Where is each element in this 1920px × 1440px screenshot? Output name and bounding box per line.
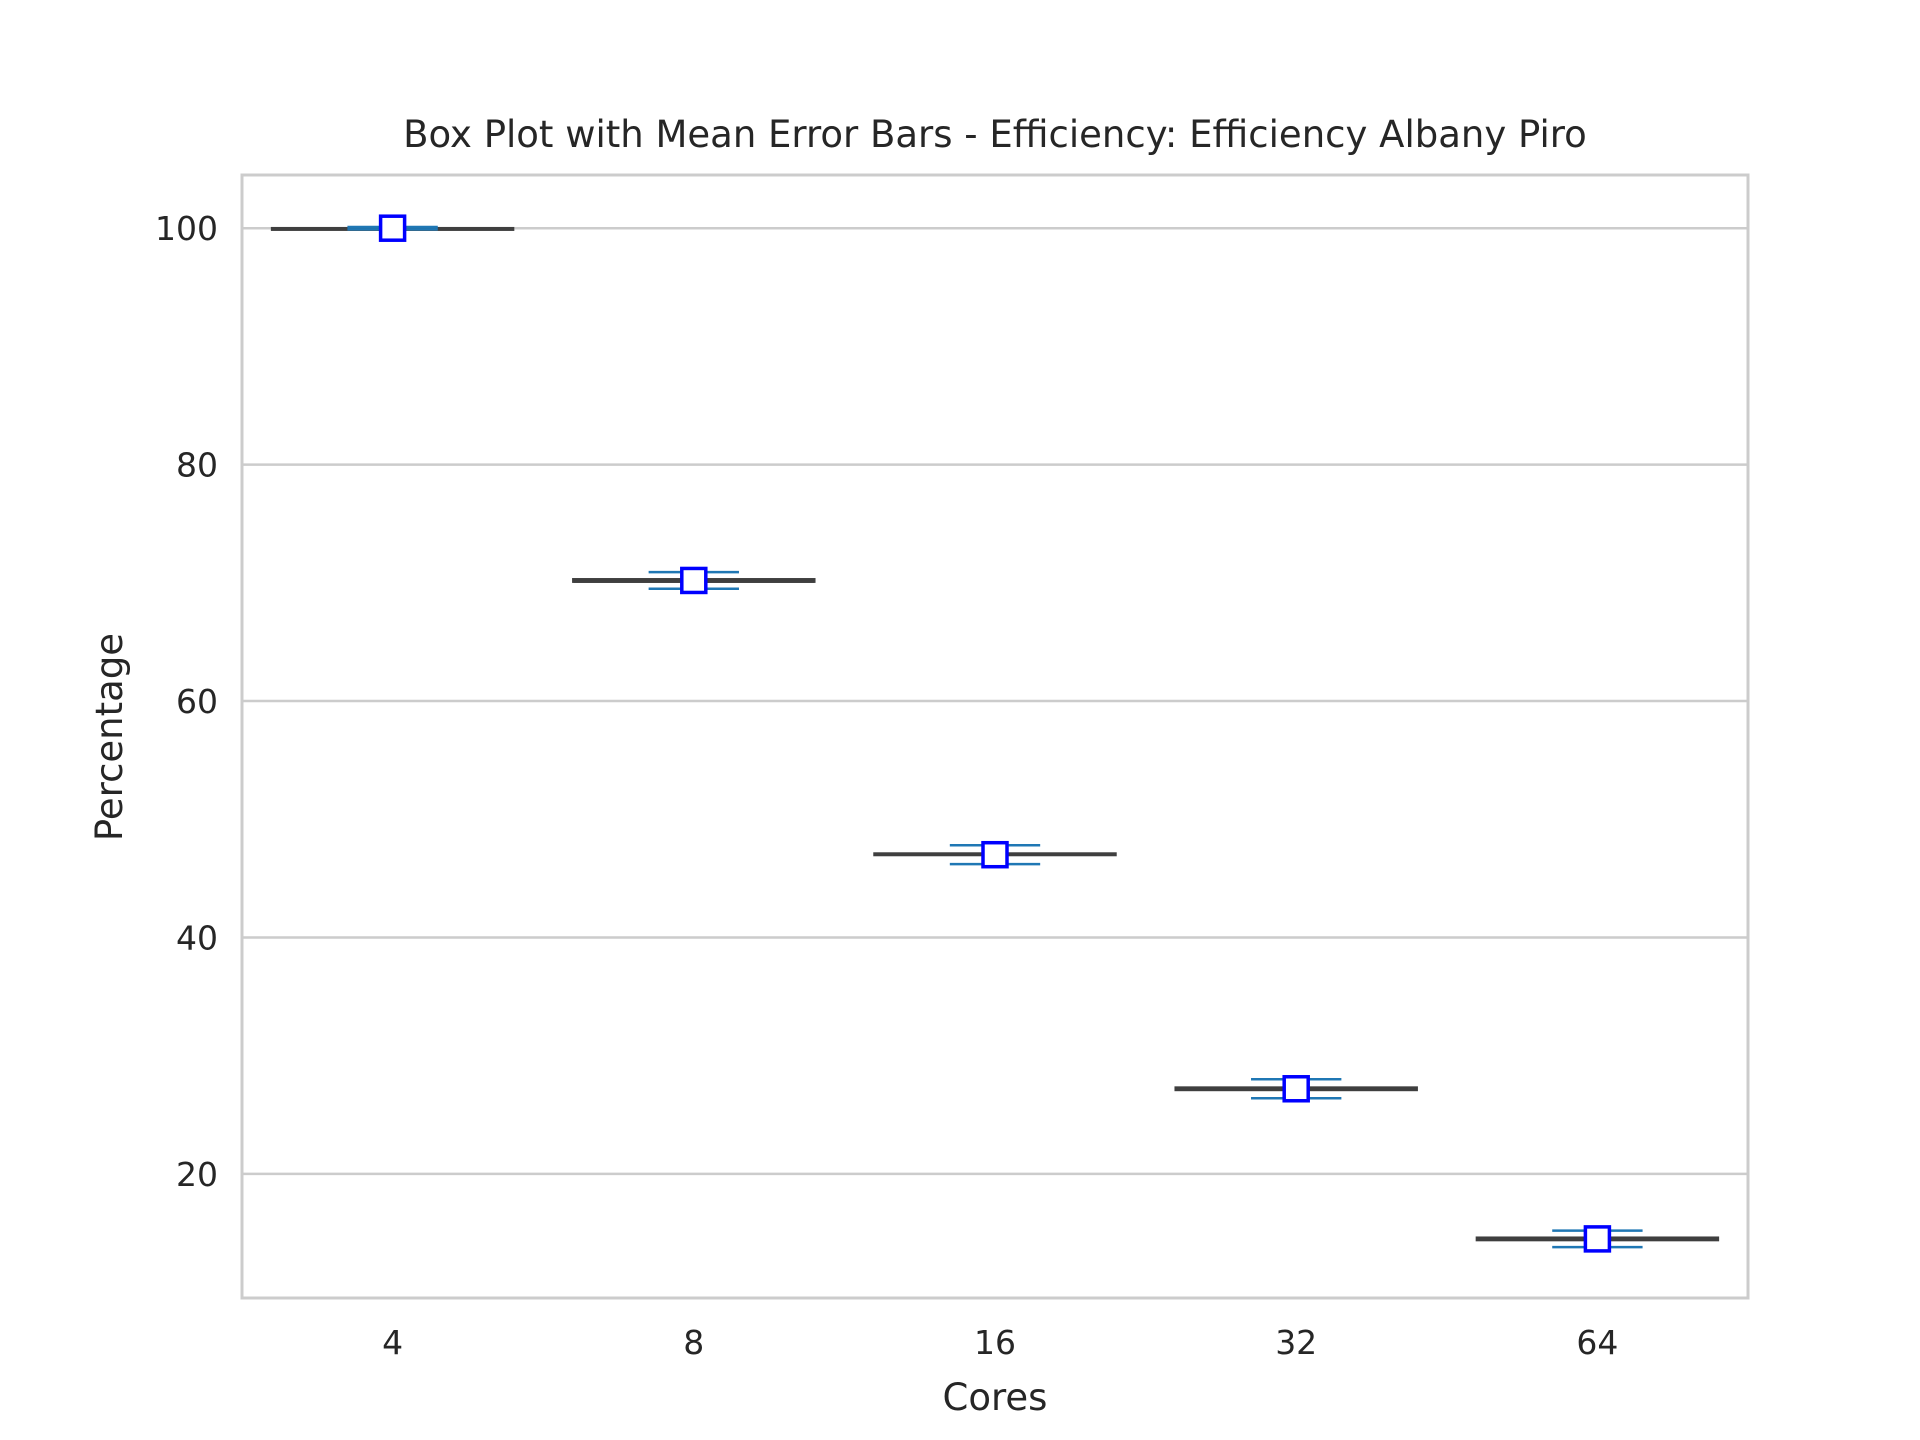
- chart-title: Box Plot with Mean Error Bars - Efficien…: [403, 113, 1587, 156]
- y-tick-label: 80: [176, 446, 218, 485]
- plot-frame: [240, 173, 1750, 1300]
- mean-marker: [378, 214, 407, 242]
- x-tick-label: 8: [683, 1323, 704, 1362]
- box-group-16: [873, 840, 1117, 869]
- y-tick-label: 40: [176, 918, 218, 957]
- box-group-64: [1475, 1225, 1720, 1253]
- x-tick-label: 64: [1576, 1323, 1618, 1362]
- mean-marker: [1282, 1075, 1310, 1103]
- y-tick-label: 100: [155, 209, 218, 248]
- mean-marker: [1583, 1225, 1612, 1253]
- box-group-8: [572, 566, 816, 595]
- x-axis-label: Cores: [943, 1376, 1048, 1419]
- y-tick-label: 60: [176, 682, 218, 721]
- x-tick-label: 16: [974, 1323, 1016, 1362]
- x-tick-labels: 4 8 16 32 64: [382, 1323, 1618, 1362]
- x-tick-label: 4: [382, 1323, 403, 1362]
- mean-marker: [981, 840, 1009, 869]
- mean-marker: [680, 566, 708, 595]
- x-tick-label: 32: [1275, 1323, 1317, 1362]
- y-axis-label: Percentage: [88, 633, 131, 841]
- box-group-32: [1174, 1075, 1418, 1103]
- box-group-4: [270, 214, 515, 242]
- y-tick-labels: 20 40 60 80 100: [155, 209, 218, 1194]
- gridlines: [242, 226, 1748, 1176]
- boxes: [270, 214, 1720, 1253]
- y-tick-label: 20: [176, 1155, 218, 1194]
